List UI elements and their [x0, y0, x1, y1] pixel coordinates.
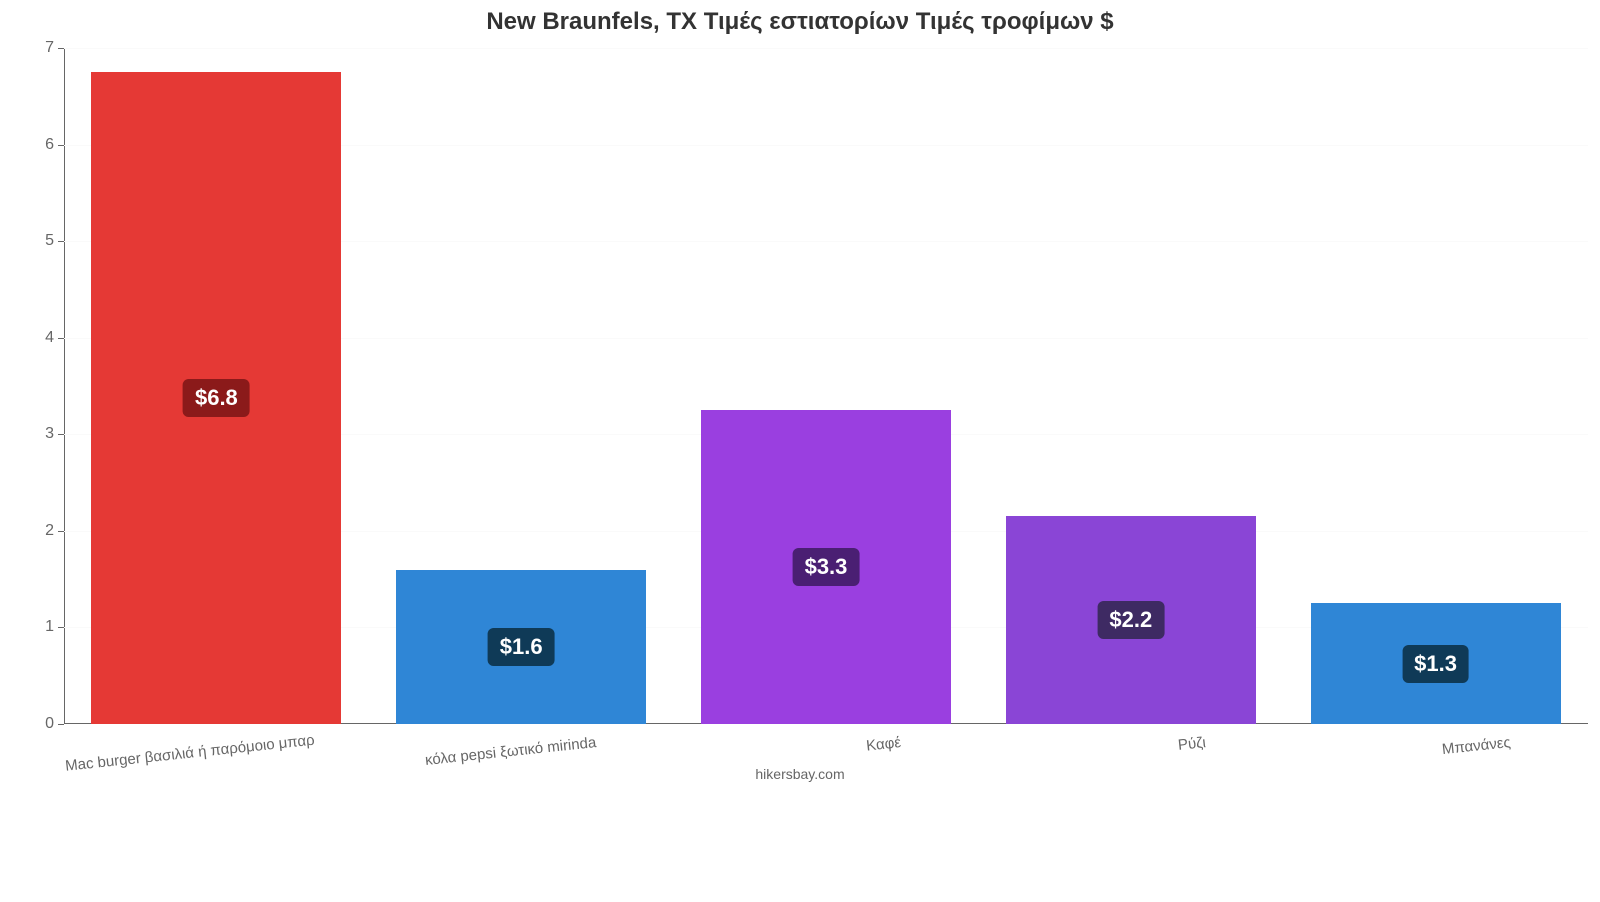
- plot-area: 01234567$6.8Mac burger βασιλιά ή παρόμοι…: [64, 48, 1588, 724]
- y-tick: [58, 434, 64, 435]
- y-tick: [58, 627, 64, 628]
- value-badge: $1.6: [488, 628, 555, 666]
- price-chart: New Braunfels, TX Τιμές εστιατορίων Τιμέ…: [0, 0, 1600, 800]
- y-tick: [58, 724, 64, 725]
- y-tick-label: 4: [28, 329, 54, 347]
- value-badge: $6.8: [183, 379, 250, 417]
- value-badge: $2.2: [1097, 601, 1164, 639]
- y-tick-label: 1: [28, 618, 54, 636]
- grid-line: [64, 48, 1588, 49]
- chart-credit: hikersbay.com: [0, 766, 1600, 782]
- y-tick-label: 0: [28, 715, 54, 733]
- y-axis-line: [64, 48, 65, 724]
- value-badge: $3.3: [793, 548, 860, 586]
- y-tick-label: 7: [28, 39, 54, 57]
- chart-title: New Braunfels, TX Τιμές εστιατορίων Τιμέ…: [0, 8, 1600, 36]
- y-tick-label: 5: [28, 232, 54, 250]
- y-tick-label: 6: [28, 136, 54, 154]
- y-tick: [58, 241, 64, 242]
- value-badge: $1.3: [1402, 645, 1469, 683]
- y-tick: [58, 338, 64, 339]
- y-tick-label: 2: [28, 522, 54, 540]
- y-tick: [58, 145, 64, 146]
- y-tick-label: 3: [28, 425, 54, 443]
- y-tick: [58, 48, 64, 49]
- y-tick: [58, 531, 64, 532]
